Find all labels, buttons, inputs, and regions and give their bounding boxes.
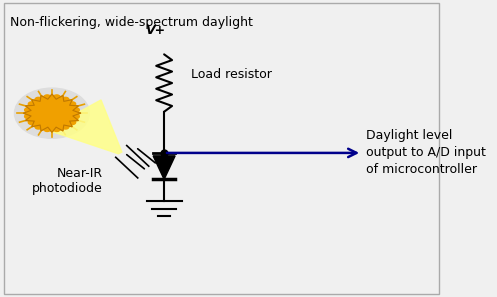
Text: Daylight level
output to A/D input
of microcontroller: Daylight level output to A/D input of mi… xyxy=(366,129,487,176)
FancyBboxPatch shape xyxy=(3,3,439,294)
Text: Load resistor: Load resistor xyxy=(190,68,271,81)
Text: Near-IR
photodiode: Near-IR photodiode xyxy=(32,167,102,195)
Polygon shape xyxy=(25,95,80,132)
Text: V+: V+ xyxy=(145,24,166,37)
Text: Non-flickering, wide-spectrum daylight: Non-flickering, wide-spectrum daylight xyxy=(10,16,253,29)
Circle shape xyxy=(14,88,89,138)
Polygon shape xyxy=(23,94,81,132)
Polygon shape xyxy=(153,156,175,179)
Polygon shape xyxy=(46,100,122,154)
Circle shape xyxy=(28,97,76,129)
